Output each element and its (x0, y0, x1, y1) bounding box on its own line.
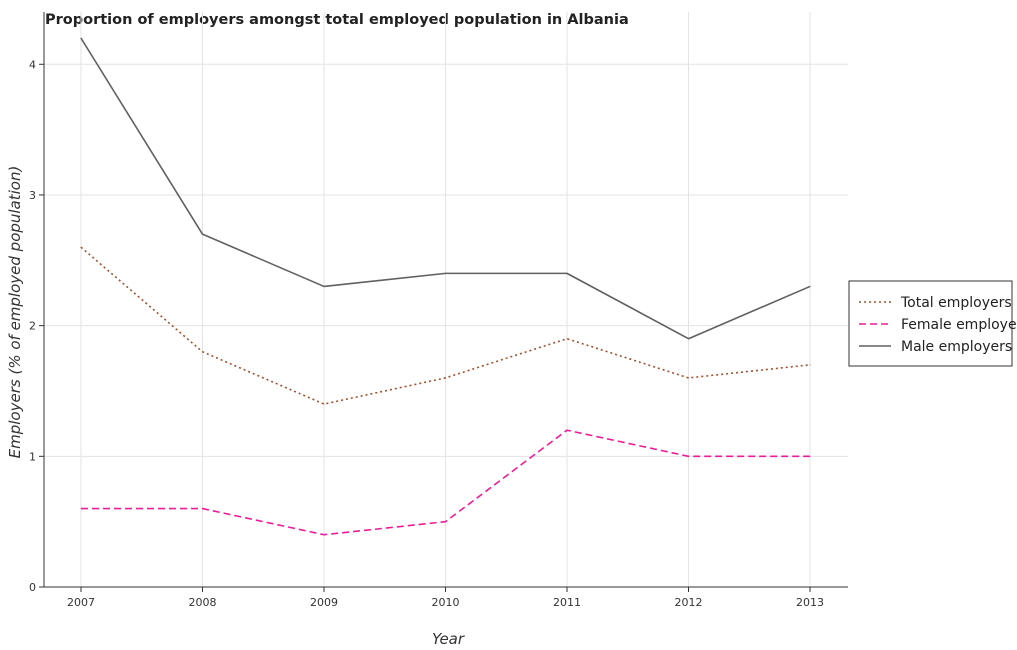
grid-lines (44, 12, 848, 588)
data-point (566, 272, 568, 274)
data-point (688, 455, 689, 457)
data-point (80, 508, 82, 510)
x-tick-label: 2009 (310, 596, 338, 609)
x-tick-label: 2008 (189, 596, 217, 609)
axes (39, 12, 848, 592)
data-point (80, 246, 82, 248)
x-tick-label: 2007 (67, 596, 95, 609)
data-point (566, 429, 568, 431)
y-tick-label: 0 (29, 581, 36, 594)
data-point (809, 364, 811, 366)
series-lines (80, 37, 811, 536)
data-point (202, 351, 203, 353)
x-axis-title: Year (432, 630, 465, 648)
data-point (202, 233, 203, 235)
data-point (809, 285, 811, 287)
data-point (323, 285, 325, 287)
chart-title: Proportion of employers amongst total em… (45, 12, 629, 28)
y-tick-label: 2 (29, 320, 36, 333)
data-point (445, 377, 446, 379)
legend-label: Male employers (901, 339, 1012, 355)
x-tick-label: 2010 (432, 596, 460, 609)
legend-label: Female employers (901, 317, 1017, 333)
data-point (445, 272, 446, 274)
data-point (688, 338, 689, 340)
x-tick-label: 2011 (553, 596, 581, 609)
data-point (688, 377, 689, 379)
data-point (80, 37, 82, 39)
data-point (809, 455, 811, 457)
y-tick-label: 4 (29, 58, 36, 71)
data-point (566, 338, 568, 340)
legend: Total employers Female employers Male empl… (848, 280, 1017, 367)
x-tick-label: 2012 (675, 596, 703, 609)
y-tick-label: 1 (29, 450, 36, 463)
data-point (323, 534, 325, 536)
legend-label: Total employers (900, 295, 1012, 311)
data-point (202, 508, 203, 510)
x-tick-label: 2013 (796, 596, 824, 609)
y-axis-title: Employers (% of employed population) (6, 166, 24, 459)
tick-labels: 0 1 2 3 4 2007 2008 2009 2010 2011 2012 2013 (29, 58, 824, 609)
data-point (323, 403, 325, 405)
y-tick-label: 3 (29, 189, 36, 202)
data-point (445, 521, 446, 523)
